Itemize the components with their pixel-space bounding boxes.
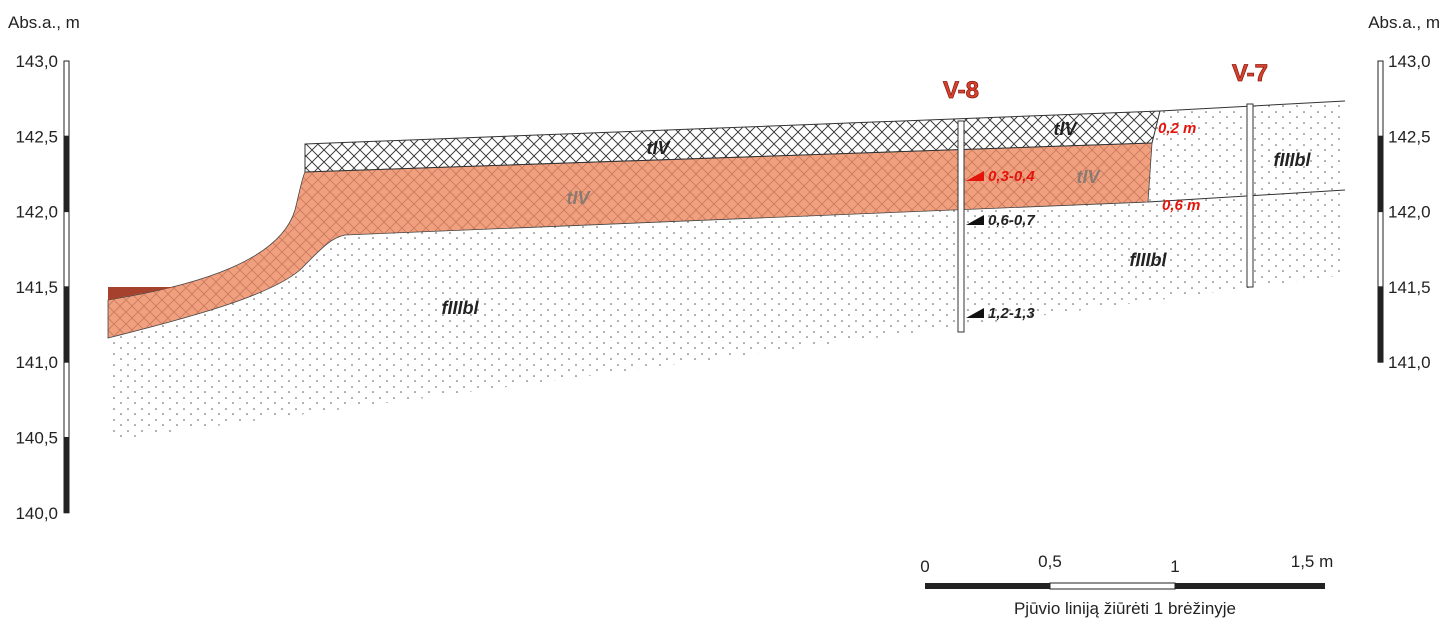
tick-label: 141,5	[15, 278, 58, 297]
tick-label: 142,0	[15, 203, 58, 222]
tick-label: 142,5	[1388, 127, 1431, 146]
layer-tIV-top	[304, 110, 1161, 173]
scale-label: 0,5	[1038, 552, 1062, 571]
tick-label: 143,0	[15, 52, 58, 71]
scale-caption: Pjūvio liniją žiūrėti 1 brėžinyje	[1014, 599, 1236, 618]
layer-label: tIV	[1076, 167, 1101, 187]
tick-label: 140,5	[15, 429, 58, 448]
scale-segment	[63, 60, 70, 137]
sample-marker	[966, 308, 984, 318]
scale-segment	[1377, 60, 1384, 137]
borehole-label: V-7	[1232, 60, 1268, 87]
tick-label: 142,0	[1388, 203, 1431, 222]
tick-label: 142,5	[15, 127, 58, 146]
left-scale: 143,0 142,5 142,0 141,5 141,0 140,5 140,0	[15, 52, 70, 523]
sample-label: 0,6-0,7	[988, 212, 1035, 229]
layer-wedge	[108, 287, 175, 300]
layer-label: fIIIbl	[1130, 250, 1168, 270]
scale-segment	[1377, 211, 1384, 288]
scale-segment	[63, 135, 70, 213]
layer-label: tIV	[646, 138, 671, 158]
layer-label: fIIIbl	[442, 298, 480, 318]
layer-fIIIbl	[108, 190, 1345, 440]
borehole	[1246, 103, 1254, 288]
layer-label: fIIIbl	[1274, 150, 1312, 170]
scale-segment	[1377, 286, 1384, 363]
scale-segment	[925, 583, 1050, 589]
sample-label: 0,3-0,4	[988, 168, 1035, 185]
scale-segment	[63, 286, 70, 363]
sample-label: 1,2-1,3	[988, 305, 1035, 322]
scale-label: 1	[1170, 557, 1179, 576]
layer-label: tIV	[566, 188, 591, 208]
scale-label: 1,5 m	[1291, 552, 1334, 571]
layer-tIV-orange	[107, 142, 1153, 339]
tick-label: 141,0	[15, 353, 58, 372]
scale-segment	[63, 437, 70, 514]
depth-label: 0,2 m	[1158, 120, 1196, 137]
scale-segment	[1049, 582, 1176, 590]
tick-label: 141,5	[1388, 278, 1431, 297]
scale-segment	[1377, 135, 1384, 213]
layer-label: tIV	[1053, 119, 1078, 139]
tick-label: 141,0	[1388, 353, 1431, 372]
left-axis-title: Abs.a., m	[8, 13, 80, 32]
sample-marker	[966, 171, 984, 181]
sample-marker	[966, 215, 984, 225]
tick-label: 140,0	[15, 504, 58, 523]
borehole-label: V-8	[943, 77, 979, 104]
right-scale: 143,0 142,5 142,0 141,5 141,0	[1377, 52, 1431, 372]
scale-segment	[1175, 583, 1325, 589]
scale-label: 0	[920, 557, 929, 576]
right-axis-title: Abs.a., m	[1368, 13, 1440, 32]
borehole	[957, 120, 965, 333]
tick-label: 143,0	[1388, 52, 1431, 71]
scale-segment	[63, 361, 70, 439]
scale-segment	[63, 211, 70, 288]
depth-label: 0,6 m	[1162, 197, 1200, 214]
